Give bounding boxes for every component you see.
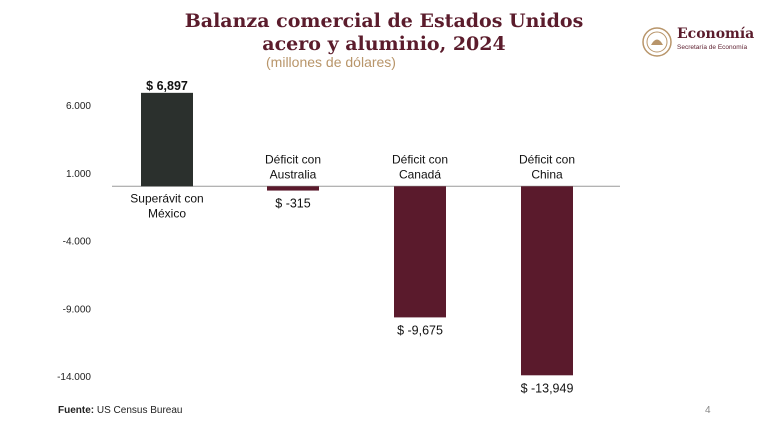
category-label: Superávit con xyxy=(130,191,203,205)
category-label: Déficit con xyxy=(265,152,321,166)
chart-subtitle: (millones de dólares) xyxy=(266,54,396,70)
category-label: Déficit con xyxy=(392,152,448,166)
bar xyxy=(267,186,319,191)
category-label: Canadá xyxy=(399,167,441,181)
source-label: Fuente: xyxy=(58,405,95,416)
source-note: Fuente: US Census Bureau xyxy=(58,405,183,416)
chart-title: Balanza comercial de Estados Unidos acer… xyxy=(0,10,768,56)
economia-logo: Economía Secretaría de Economía xyxy=(641,25,761,59)
data-label: $ -9,675 xyxy=(397,323,443,337)
data-label: $ 6,897 xyxy=(146,79,188,93)
category-label: México xyxy=(148,206,186,220)
data-label: $ -315 xyxy=(275,197,310,211)
bar xyxy=(521,186,573,376)
y-tick-label: -9.000 xyxy=(63,304,92,315)
source-text: US Census Bureau xyxy=(96,405,183,416)
category-label: China xyxy=(531,167,563,181)
bar xyxy=(141,92,193,187)
data-label: $ -13,949 xyxy=(521,381,574,395)
category-label: Déficit con xyxy=(519,152,575,166)
title-line-2: acero y aluminio, 2024 xyxy=(262,33,506,55)
page-number: 4 xyxy=(705,405,711,416)
logo-name: Economía xyxy=(677,26,755,42)
y-tick-label: -4.000 xyxy=(63,237,92,248)
title-line-1: Balanza comercial de Estados Unidos xyxy=(184,10,584,32)
coat-of-arms-icon xyxy=(642,27,672,57)
logo-subtitle: Secretaría de Economía xyxy=(677,44,748,51)
y-tick-label: -14.000 xyxy=(57,372,91,383)
bar xyxy=(394,186,446,318)
category-label: Australia xyxy=(270,167,317,181)
y-tick-label: 1.000 xyxy=(66,169,91,180)
y-tick-label: 6.000 xyxy=(66,101,91,112)
